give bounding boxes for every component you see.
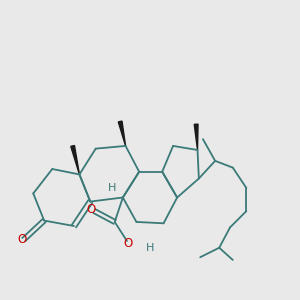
Polygon shape — [118, 121, 126, 146]
Text: O: O — [18, 233, 27, 246]
Polygon shape — [71, 146, 80, 174]
Text: O: O — [124, 237, 133, 250]
Text: H: H — [108, 183, 116, 193]
Text: H: H — [146, 243, 154, 253]
Text: O: O — [86, 203, 96, 216]
Polygon shape — [194, 124, 198, 150]
